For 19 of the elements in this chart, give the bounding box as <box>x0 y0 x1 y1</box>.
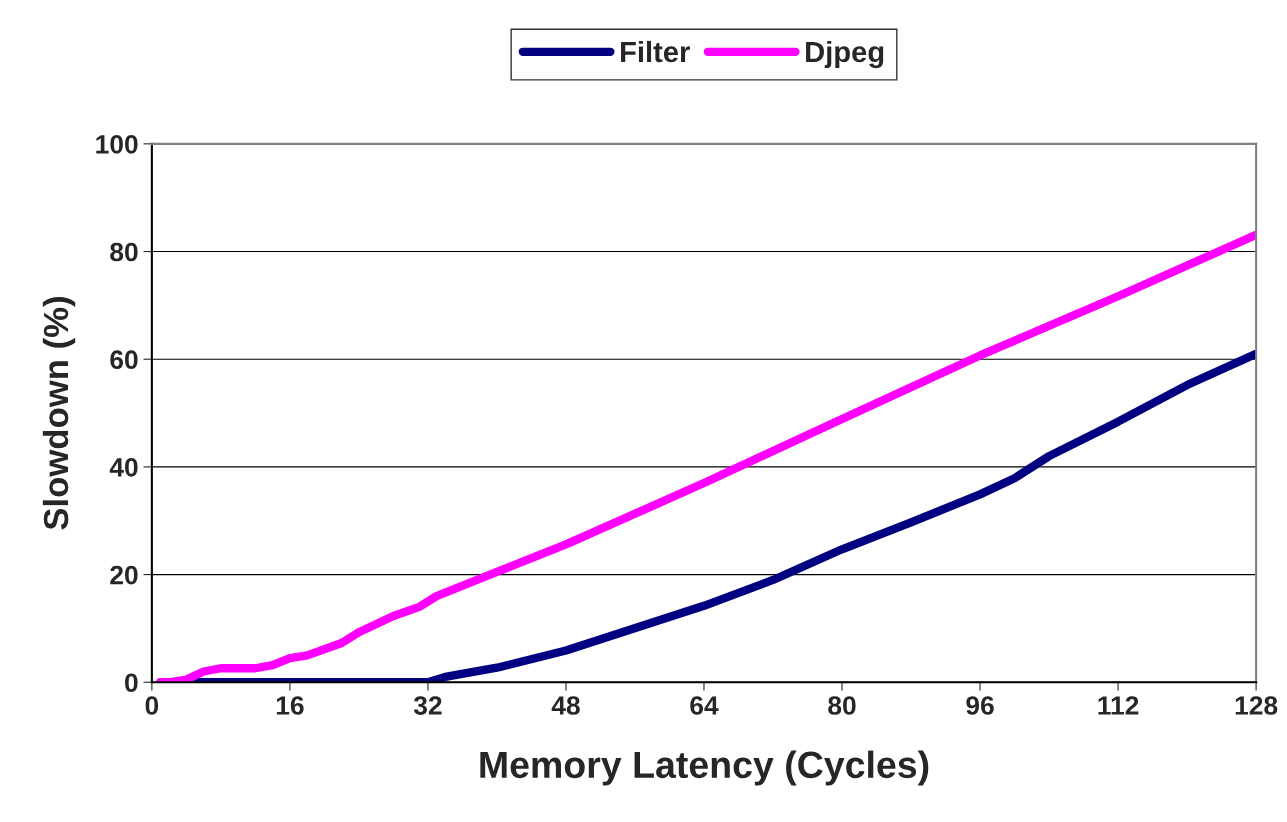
y-tick-label: 60 <box>110 350 138 370</box>
x-tick-label: 80 <box>828 696 856 715</box>
y-tick-label: 20 <box>110 565 138 585</box>
y-axis-title: Slowdown (%) <box>42 297 76 530</box>
x-tick-label: 48 <box>551 696 580 715</box>
x-tick-label: 128 <box>1235 696 1278 715</box>
legend-label: Filter <box>621 40 690 63</box>
x-tick-label: 64 <box>690 696 719 715</box>
y-tick-label: 80 <box>110 242 138 262</box>
x-tick-label: 32 <box>413 696 442 715</box>
x-tick-label: 0 <box>145 696 159 715</box>
x-tick-label: 112 <box>1098 696 1139 715</box>
y-tick-label: 0 <box>125 673 138 693</box>
x-axis-title: Memory Latency (Cycles) <box>480 750 929 786</box>
legend-label: Djpeg <box>806 40 884 69</box>
y-tick-label: 40 <box>109 458 138 477</box>
x-tick-label: 96 <box>966 696 994 715</box>
x-tick-label: 16 <box>276 696 304 715</box>
y-tick-label: 100 <box>96 134 138 154</box>
